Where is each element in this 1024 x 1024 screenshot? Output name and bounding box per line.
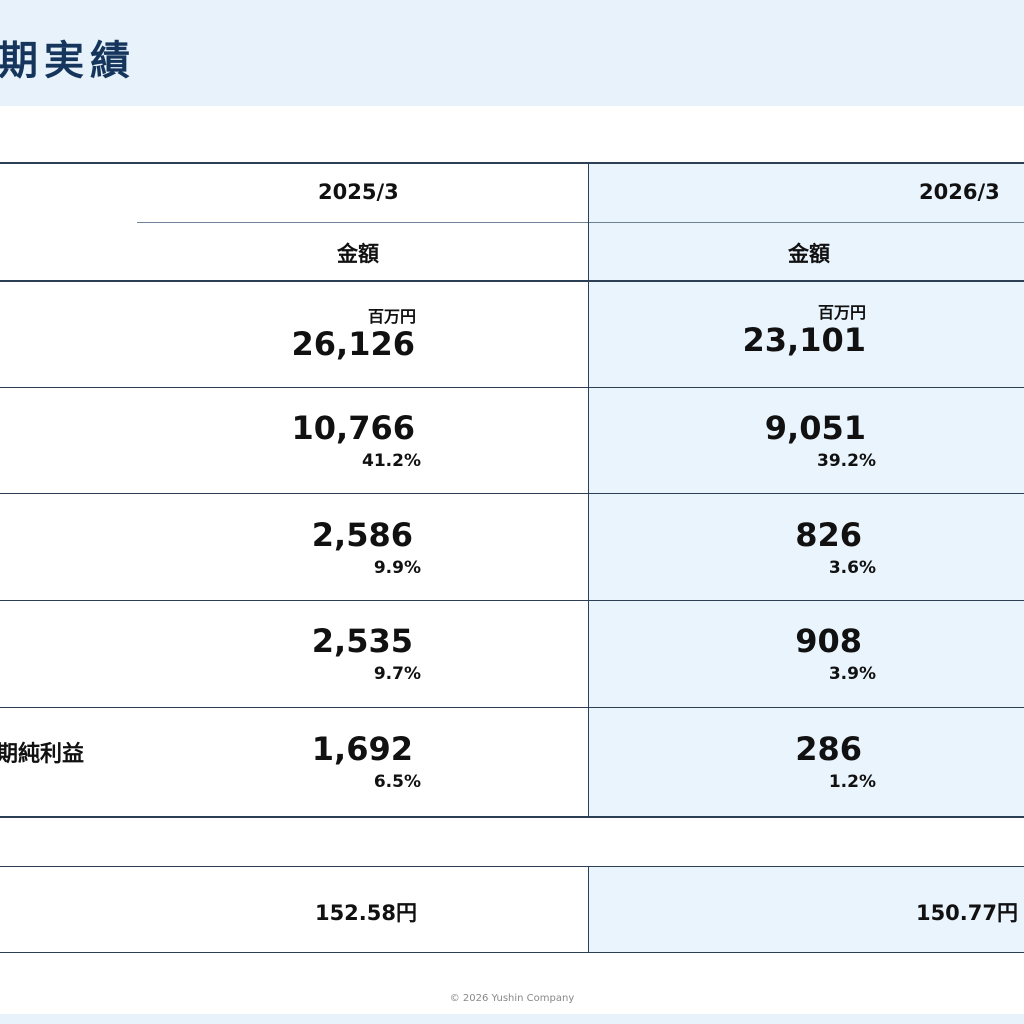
row2-amount-2026: 9,051	[764, 409, 866, 447]
row-rule-3	[0, 600, 1024, 601]
row5-label: 期純利益	[0, 742, 85, 767]
row3-ratio-2026: 3.6%	[828, 558, 876, 578]
row5-ratio-2026: 1.2%	[828, 772, 876, 792]
row3-ratio-2025: 9.9%	[373, 558, 421, 578]
unit-label-2026: 百万円	[818, 303, 867, 322]
row4-amount-2026: 908	[795, 622, 862, 660]
eps-column-divider	[588, 867, 589, 953]
header-bottom-rule	[0, 280, 1024, 282]
table-bottom-rule	[0, 816, 1024, 818]
copyright-footer: © 2026 Yushin Company	[449, 993, 575, 1004]
row5-ratio-2025: 6.5%	[373, 772, 421, 792]
row1-amount-2025: 26,126	[291, 325, 415, 363]
bottom-band	[0, 1014, 1024, 1024]
column-divider	[588, 163, 589, 817]
row1-amount-2026: 23,101	[742, 321, 866, 359]
row2-ratio-2026: 39.2%	[817, 451, 876, 471]
fy2026-eps-highlight	[588, 867, 1024, 953]
eps-bottom-rule	[0, 952, 1024, 953]
subheader-amount-2026: 金額	[788, 242, 830, 266]
row4-amount-2025: 2,535	[311, 622, 413, 660]
row5-amount-2025: 1,692	[311, 730, 413, 768]
row3-amount-2026: 826	[795, 516, 862, 554]
fy2026-column-highlight	[588, 163, 1024, 817]
row2-ratio-2025: 41.2%	[362, 451, 421, 471]
row-rule-1	[0, 387, 1024, 388]
column-header-2026: 2026/3	[919, 180, 1000, 204]
eps-top-rule	[0, 866, 1024, 867]
row4-ratio-2026: 3.9%	[828, 664, 876, 684]
row-rule-2	[0, 493, 1024, 494]
period-divider-rule	[137, 222, 1024, 223]
unit-label-2025: 百万円	[368, 307, 417, 326]
title-band	[0, 0, 1024, 106]
eps-value-2026: 150.77円	[915, 901, 1018, 925]
column-header-2025: 2025/3	[318, 180, 399, 204]
page-title: 期実績	[0, 38, 136, 84]
eps-value-2025: 152.58円	[314, 901, 417, 925]
row3-amount-2025: 2,586	[311, 516, 413, 554]
row2-amount-2025: 10,766	[291, 409, 415, 447]
table-top-rule	[0, 162, 1024, 164]
row4-ratio-2025: 9.7%	[373, 664, 421, 684]
subheader-amount-2025: 金額	[337, 242, 379, 266]
row-rule-4	[0, 707, 1024, 708]
row5-amount-2026: 286	[795, 730, 862, 768]
